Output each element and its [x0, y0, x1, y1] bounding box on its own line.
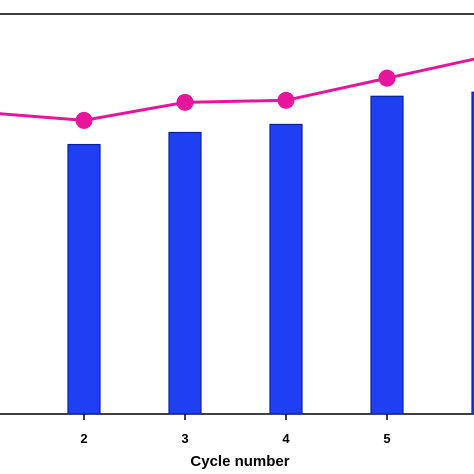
bar-cycle-3 — [168, 131, 202, 415]
bar-cycle-6 — [471, 91, 474, 415]
line-point-cycle-5 — [378, 69, 396, 87]
x-tick-label-4: 4 — [282, 431, 290, 446]
x-tick-label-3: 3 — [181, 431, 188, 446]
bar-cycle-5 — [370, 95, 404, 415]
bars-group — [67, 91, 474, 415]
x-axis-title: Cycle number — [190, 453, 289, 470]
bar-cycle-4 — [269, 123, 303, 415]
bar-cycle-2 — [67, 143, 101, 415]
line-series-group — [0, 57, 474, 129]
line-point-cycle-3 — [176, 93, 194, 111]
line-point-cycle-4 — [277, 91, 295, 109]
x-tick-label-2: 2 — [80, 431, 87, 446]
line-series-path — [0, 57, 474, 122]
line-point-cycle-2 — [75, 111, 93, 129]
x-ticks-group: 2 3 4 5 — [80, 414, 391, 446]
x-tick-label-5: 5 — [383, 431, 390, 446]
